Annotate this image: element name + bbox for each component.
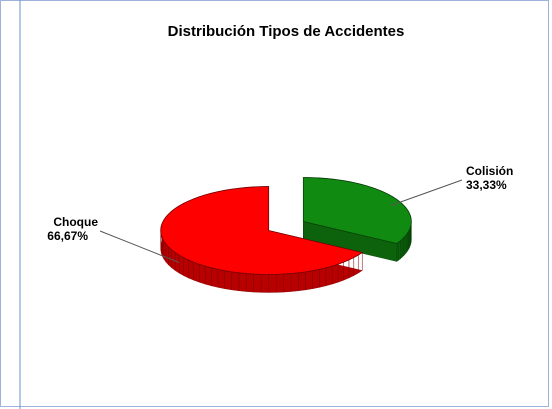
slice — [160, 186, 364, 275]
leader-line — [99, 230, 180, 263]
leader-line — [390, 179, 463, 206]
chart-title: Distribución Tipos de Accidentes — [168, 23, 405, 40]
slice-value-label: 33,33% — [466, 178, 507, 192]
slice-value-label: 66,67% — [47, 229, 88, 243]
slice-label: Choque — [53, 215, 98, 229]
slice — [302, 177, 412, 244]
slice-label: Colisión — [466, 164, 513, 178]
